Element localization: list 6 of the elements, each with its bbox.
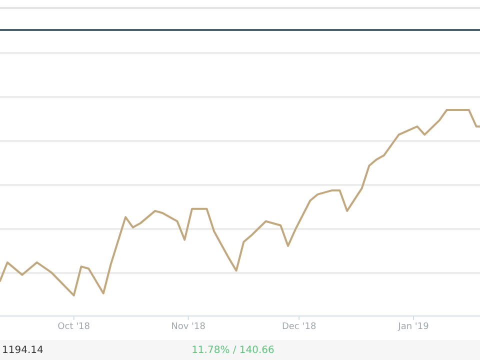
text: 1194.14 xyxy=(2,345,44,356)
x-tick-label: Jan '19 xyxy=(397,322,430,332)
text: 11.78% / 140.66 xyxy=(192,345,274,356)
x-tick-label: Oct '18 xyxy=(58,322,90,332)
x-tick-label: Dec '18 xyxy=(282,322,316,332)
x-tick-label: Nov '18 xyxy=(171,322,206,332)
